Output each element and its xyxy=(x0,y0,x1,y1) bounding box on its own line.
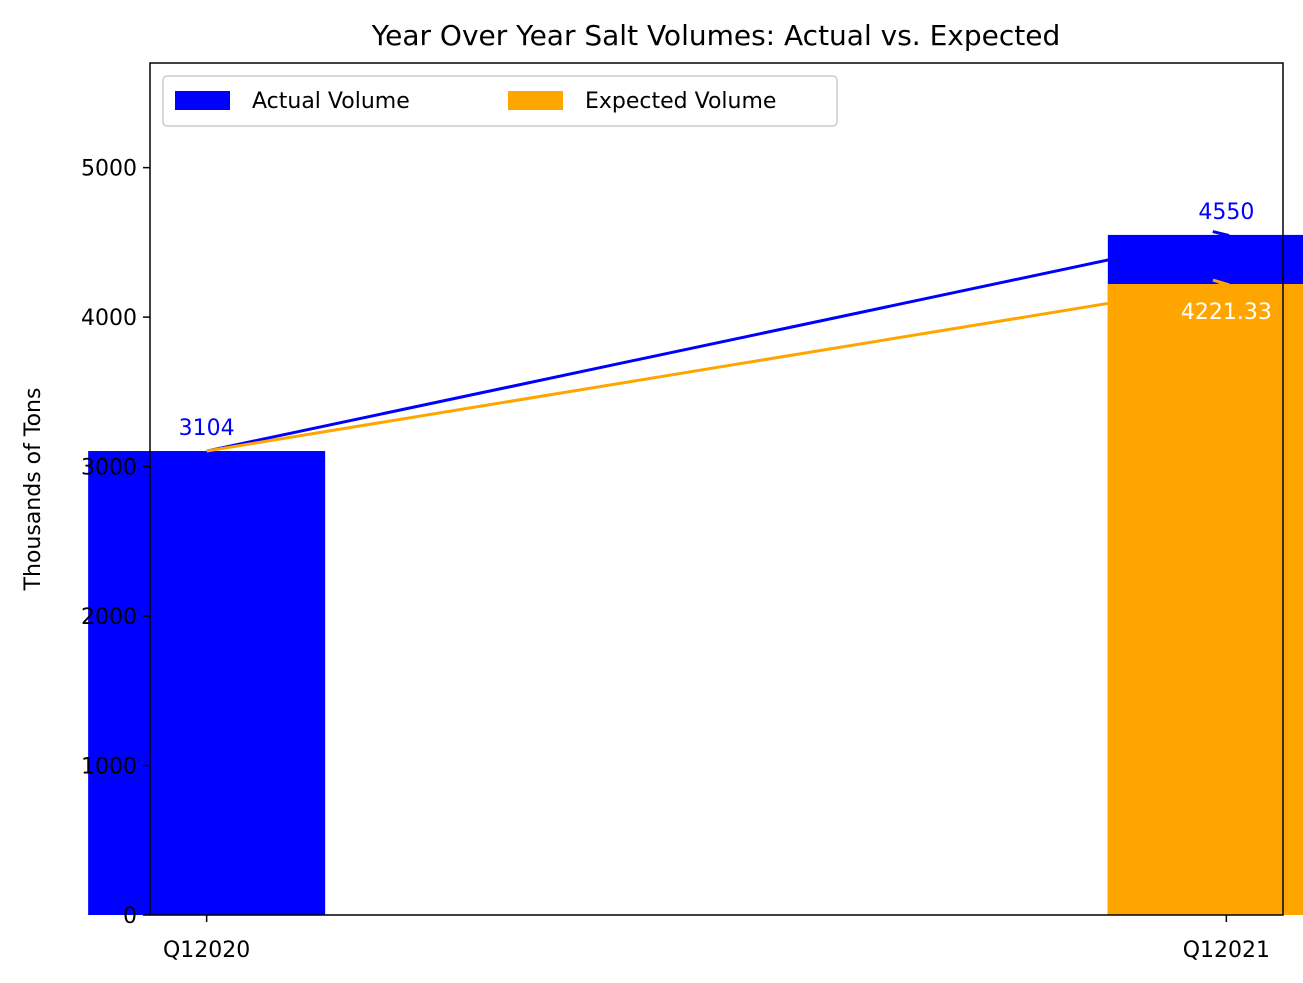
y-axis-label: Thousands of Tons xyxy=(21,388,46,592)
legend-label-actual: Actual Volume xyxy=(252,89,410,114)
y-tick-label: 4000 xyxy=(81,306,137,331)
x-tick-label: Q12020 xyxy=(163,938,250,963)
data-label-Q12021-expected: 4221.33 xyxy=(1181,300,1272,325)
y-axis: 0 1000 2000 3000 4000 5000 xyxy=(81,157,150,929)
legend-swatch-actual xyxy=(175,91,230,110)
bar-expected-Q12021 xyxy=(1107,284,1303,916)
plot-area: 3104 4550 4221.33 xyxy=(88,200,1303,916)
y-tick-label: 1000 xyxy=(81,755,137,780)
x-tick-label: Q12021 xyxy=(1183,938,1270,963)
trend-arrowhead-expected xyxy=(1212,278,1230,294)
x-axis: Q12020 Q12021 xyxy=(163,915,1270,963)
y-tick-label: 5000 xyxy=(81,157,137,182)
trend-line-actual xyxy=(206,233,1227,453)
bar-actual-Q12020 xyxy=(88,451,326,915)
trend-line-expected xyxy=(206,282,1227,453)
data-label-Q12020-actual: 3104 xyxy=(179,416,235,441)
legend-frame xyxy=(162,75,838,127)
plot-frame xyxy=(149,62,1284,916)
legend-label-expected: Expected Volume xyxy=(585,89,776,114)
legend-swatch-expected xyxy=(508,91,563,110)
y-tick-label: 0 xyxy=(123,904,137,929)
y-tick-label: 3000 xyxy=(81,456,137,481)
data-label-Q12021-actual: 4550 xyxy=(1198,200,1254,225)
legend: Actual Volume Expected Volume xyxy=(162,75,838,127)
y-tick-label: 2000 xyxy=(81,605,137,630)
trend-arrowhead-actual xyxy=(1212,230,1230,245)
chart-title: Year Over Year Salt Volumes: Actual vs. … xyxy=(371,19,1060,52)
